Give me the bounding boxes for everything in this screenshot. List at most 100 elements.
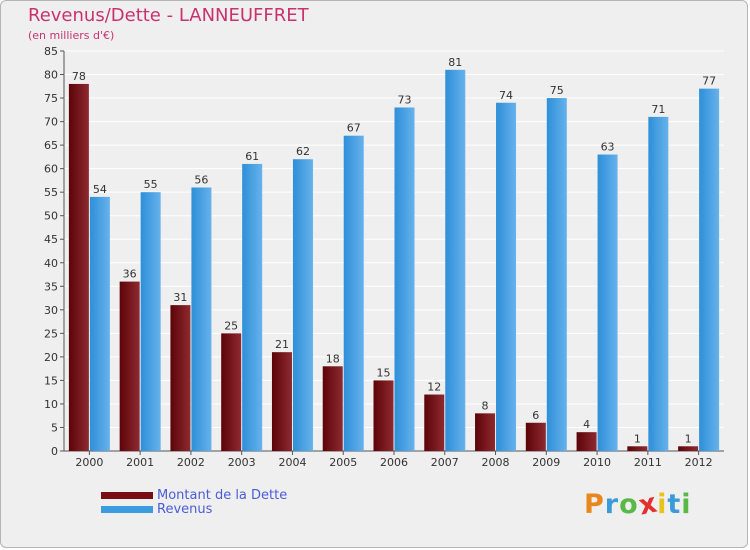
bar-revenus: [394, 107, 415, 452]
bar-revenus: [191, 187, 212, 451]
x-tick-label: 2006: [380, 456, 408, 469]
logo-letter: i: [657, 489, 668, 520]
x-tick-label: 2005: [329, 456, 357, 469]
bar-dette: [627, 446, 648, 451]
y-tick-label: 65: [44, 139, 58, 152]
value-label-dette: 4: [583, 418, 590, 431]
x-tick-label: 2009: [532, 456, 560, 469]
value-label-revenus: 77: [702, 75, 716, 88]
bar-revenus: [546, 98, 567, 451]
value-label-revenus: 73: [398, 93, 412, 106]
bar-revenus: [292, 159, 313, 451]
x-tick-label: 2001: [126, 456, 154, 469]
value-label-revenus: 61: [245, 150, 259, 163]
bar-revenus: [89, 196, 110, 451]
value-label-dette: 15: [377, 366, 391, 379]
proxiti-logo: Proxiti: [584, 487, 692, 521]
legend-label-dette: Montant de la Dette: [157, 487, 288, 503]
value-label-dette: 78: [72, 70, 86, 83]
logo-letter: o: [619, 489, 639, 520]
legend: Montant de la Dette Revenus: [101, 487, 288, 517]
value-label-dette: 36: [123, 268, 137, 281]
y-tick-label: 0: [51, 445, 58, 458]
value-label-revenus: 75: [550, 84, 564, 97]
bar-revenus: [445, 69, 466, 451]
x-tick-label: 2008: [482, 456, 510, 469]
value-label-dette: 18: [326, 352, 340, 365]
y-tick-label: 10: [44, 398, 58, 411]
legend-swatch-dette: [101, 491, 153, 499]
value-label-revenus: 67: [347, 122, 361, 135]
value-label-revenus: 54: [93, 183, 107, 196]
value-label-dette: 31: [173, 291, 187, 304]
y-tick-label: 85: [44, 45, 58, 58]
bar-dette: [271, 352, 292, 451]
bar-dette: [373, 380, 394, 451]
bar-revenus: [699, 88, 720, 451]
bar-revenus: [140, 192, 161, 452]
y-tick-label: 50: [44, 210, 58, 223]
bar-dette: [322, 366, 343, 451]
value-label-dette: 21: [275, 338, 289, 351]
x-tick-label: 2000: [75, 456, 103, 469]
bar-revenus: [597, 154, 618, 451]
bar-revenus: [496, 102, 517, 451]
value-label-dette: 25: [224, 319, 238, 332]
value-label-dette: 1: [685, 432, 692, 445]
logo-letter: r: [604, 489, 620, 520]
logo-letter: P: [584, 489, 605, 520]
value-label-dette: 1: [634, 432, 641, 445]
y-tick-label: 20: [44, 351, 58, 364]
logo-letter: i: [681, 489, 692, 520]
legend-item-dette: Montant de la Dette: [101, 487, 288, 503]
bar-dette: [424, 394, 445, 451]
bar-dette: [525, 422, 546, 451]
bar-dette: [475, 413, 496, 451]
value-label-revenus: 74: [499, 89, 513, 102]
x-tick-label: 2003: [228, 456, 256, 469]
bar-dette: [170, 305, 191, 451]
x-tick-label: 2002: [177, 456, 205, 469]
chart-subtitle: (en milliers d'€): [28, 29, 115, 42]
y-tick-label: 55: [44, 186, 58, 199]
chart-title: Revenus/Dette - LANNEUFFRET: [28, 5, 309, 26]
y-tick-label: 15: [44, 374, 58, 387]
value-label-revenus: 71: [651, 103, 665, 116]
y-tick-label: 80: [44, 69, 58, 82]
y-tick-label: 60: [44, 163, 58, 176]
y-tick-label: 25: [44, 327, 58, 340]
x-tick-label: 2012: [685, 456, 713, 469]
bar-dette: [119, 281, 140, 451]
x-tick-label: 2004: [278, 456, 306, 469]
y-tick-label: 45: [44, 233, 58, 246]
y-tick-label: 70: [44, 116, 58, 129]
value-label-dette: 6: [532, 409, 539, 422]
x-tick-label: 2010: [583, 456, 611, 469]
value-label-dette: 8: [482, 399, 489, 412]
value-label-revenus: 63: [601, 141, 615, 154]
bar-dette: [678, 446, 699, 451]
value-label-revenus: 81: [448, 56, 462, 69]
bar-dette: [576, 432, 597, 451]
legend-label-revenus: Revenus: [157, 501, 213, 517]
legend-swatch-revenus: [101, 505, 153, 513]
y-tick-label: 35: [44, 280, 58, 293]
bar-revenus: [648, 116, 669, 451]
y-tick-label: 40: [44, 257, 58, 270]
value-label-dette: 12: [427, 381, 441, 394]
plot-area: [64, 51, 724, 451]
y-tick-label: 5: [51, 421, 58, 434]
bar-dette: [221, 333, 242, 451]
legend-item-revenus: Revenus: [101, 501, 287, 517]
x-tick-label: 2007: [431, 456, 459, 469]
value-label-revenus: 62: [296, 145, 310, 158]
bar-revenus: [343, 135, 364, 452]
value-label-revenus: 56: [194, 173, 208, 186]
bar-revenus: [242, 163, 263, 452]
value-label-revenus: 55: [144, 178, 158, 191]
bar-dette: [68, 83, 89, 452]
y-tick-label: 75: [44, 92, 58, 105]
x-tick-label: 2011: [634, 456, 662, 469]
